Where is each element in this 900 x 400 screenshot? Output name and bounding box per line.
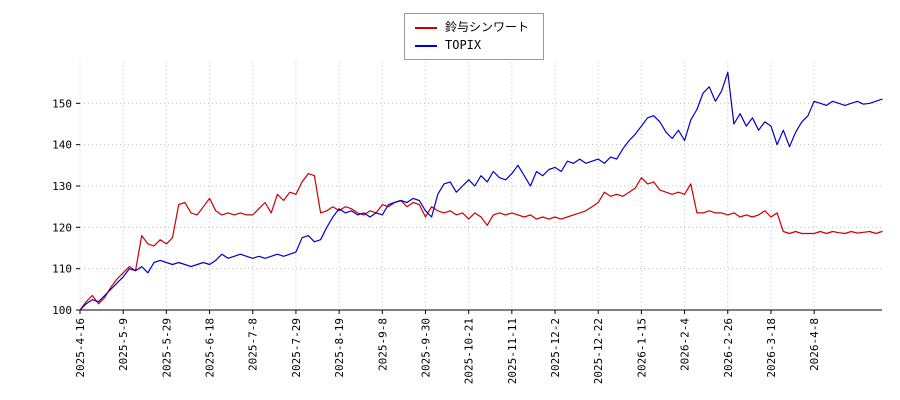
x-axis-label: 2025-9-8 [376, 318, 389, 371]
y-axis-label: 110 [52, 263, 72, 276]
y-axis-label: 150 [52, 97, 72, 110]
x-axis-label: 2025-12-2 [549, 318, 562, 378]
blue-line-swatch [415, 44, 437, 47]
x-axis-label: 2026-4-8 [808, 318, 821, 371]
x-axis-label: 2025-5-9 [117, 318, 130, 371]
red-line-swatch [415, 26, 437, 29]
x-axis-label: 2026-2-26 [722, 318, 735, 378]
y-axis-label: 100 [52, 304, 72, 317]
x-axis-label: 2025-10-21 [463, 318, 476, 384]
x-axis-label: 2026-1-15 [635, 318, 648, 378]
x-axis-label: 2026-3-18 [765, 318, 778, 378]
x-axis-label: 2025-6-18 [204, 318, 217, 378]
x-axis-label: 2025-11-11 [506, 318, 519, 384]
y-axis-label: 140 [52, 139, 72, 152]
x-axis-label: 2025-7-29 [290, 318, 303, 378]
x-axis-label: 2025-12-22 [592, 318, 605, 384]
legend-label-topix: TOPIX [445, 38, 482, 52]
x-axis-label: 2025-7-8 [247, 318, 260, 371]
x-axis-label: 2025-8-19 [333, 318, 346, 378]
y-axis-label: 120 [52, 221, 72, 234]
series-line-topix [79, 71, 883, 311]
y-axis-label: 130 [52, 180, 72, 193]
series-line-suzuyo-shinwart [79, 173, 883, 311]
x-axis-label: 2025-4-16 [74, 318, 87, 378]
x-axis-label: 2026-2-4 [679, 318, 692, 371]
legend-item-suzuyo-shinwart: 鈴与シンワート [415, 21, 529, 34]
x-axis-label: 2025-5-29 [160, 318, 173, 378]
legend-item-topix: TOPIX [415, 39, 529, 52]
x-axis-label: 2025-9-30 [419, 318, 432, 378]
legend-label-suzuyo-shinwart: 鈴与シンワート [445, 20, 530, 34]
legend: 鈴与シンワート TOPIX [404, 13, 545, 60]
